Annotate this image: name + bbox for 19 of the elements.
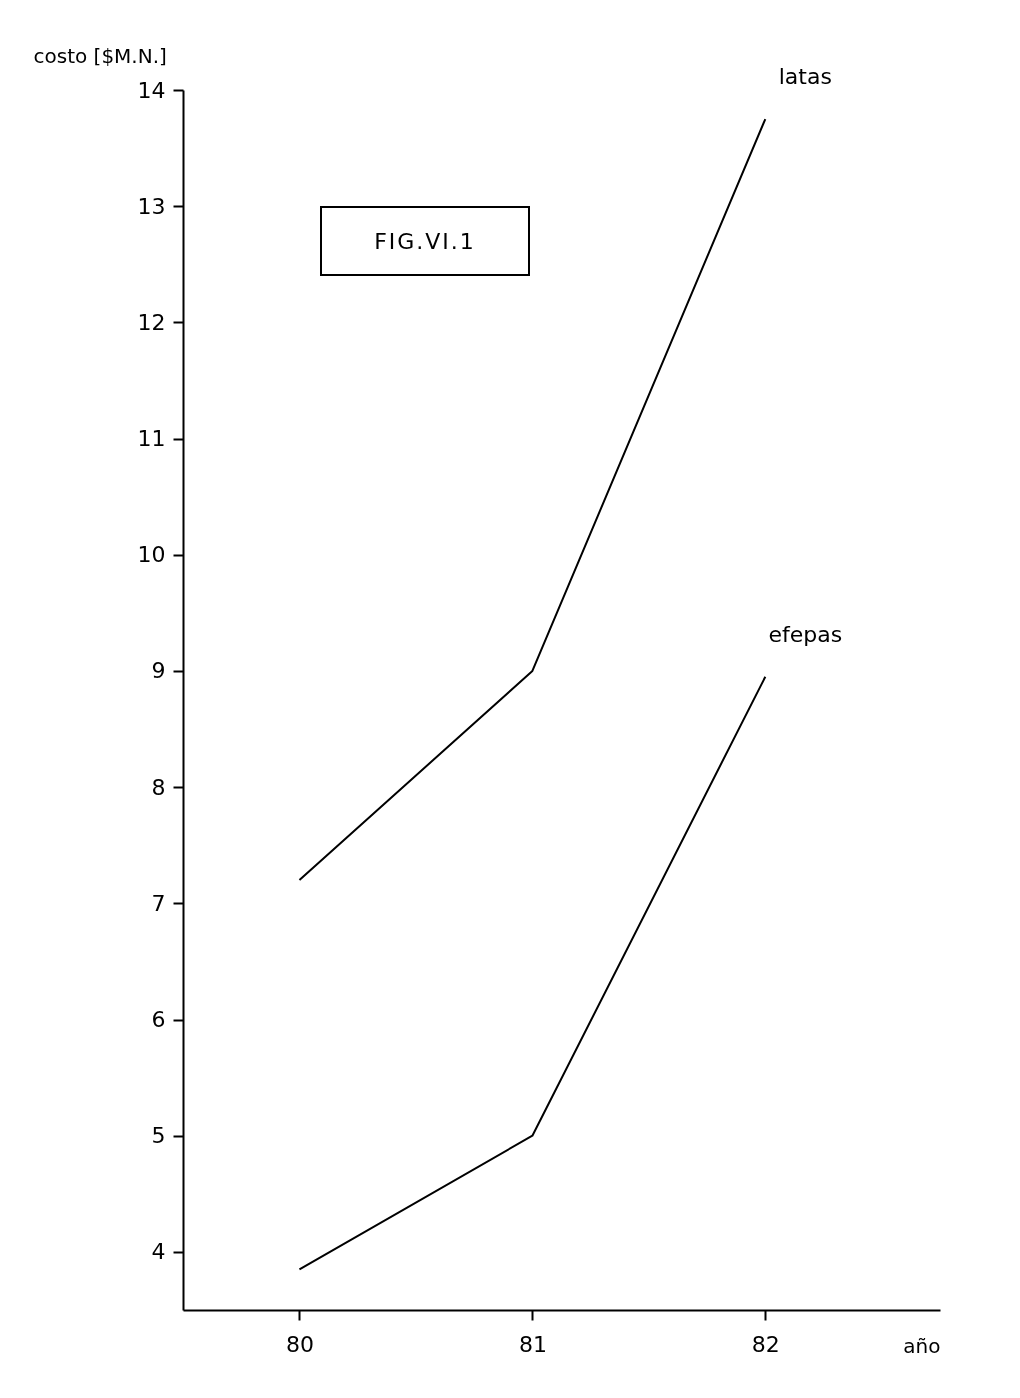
y-tick-label: 12 [137,309,166,335]
y-tick-label: 14 [137,77,166,103]
y-tick-label: 7 [151,890,166,916]
y-tick-label: 9 [151,658,166,684]
y-tick-label: 10 [137,542,166,568]
y-tick-label: 4 [151,1239,166,1265]
y-tick-label: 6 [151,1007,166,1033]
series-label: latas [778,64,832,90]
y-tick-label: 13 [137,193,166,219]
series-label: efepas [768,621,843,647]
x-tick-label: 80 [285,1331,314,1357]
y-tick-label: 5 [151,1123,166,1149]
annotation: FIG.VI.1 [320,206,530,276]
y-axis-title: costo [$M.N.] [33,43,167,68]
y-tick-label: 8 [151,774,166,800]
x-tick-label: 82 [751,1331,780,1357]
x-tick-label: 81 [518,1331,547,1357]
y-tick-label: 11 [137,426,166,452]
x-axis-title: año [903,1333,941,1358]
